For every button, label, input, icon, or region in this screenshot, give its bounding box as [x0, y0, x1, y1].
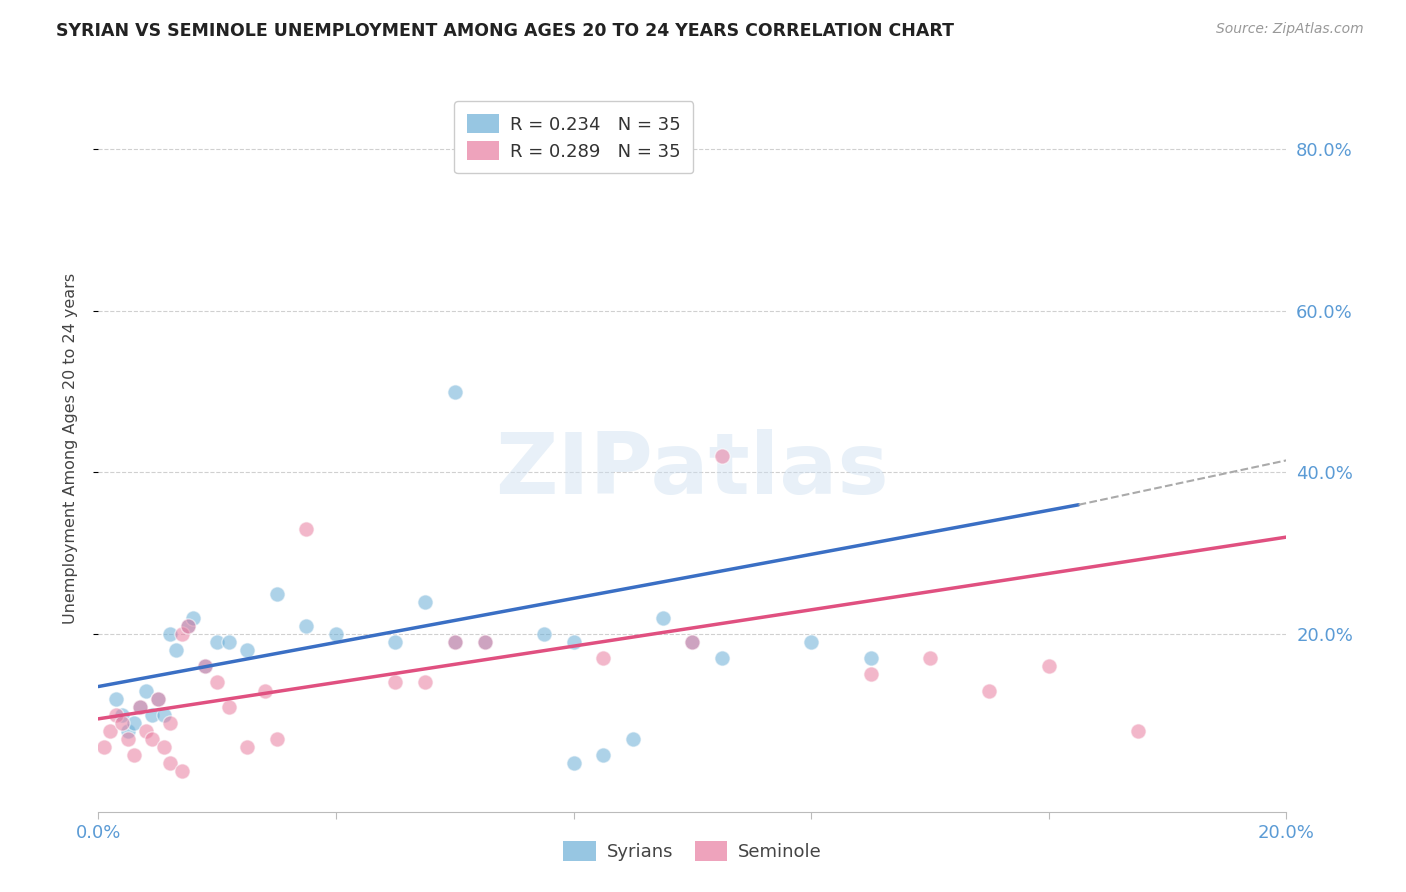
Point — [384, 635, 406, 649]
Point — [474, 635, 496, 649]
Point — [325, 627, 347, 641]
Point — [176, 619, 198, 633]
Point — [621, 731, 644, 746]
Text: SYRIAN VS SEMINOLE UNEMPLOYMENT AMONG AGES 20 TO 24 YEARS CORRELATION CHART: SYRIAN VS SEMINOLE UNEMPLOYMENT AMONG AG… — [56, 22, 955, 40]
Point — [218, 635, 240, 649]
Point — [236, 740, 259, 755]
Point — [111, 707, 134, 722]
Point — [443, 635, 465, 649]
Point — [207, 635, 229, 649]
Point — [129, 699, 152, 714]
Point — [651, 611, 673, 625]
Legend: Syrians, Seminole: Syrians, Seminole — [555, 834, 830, 868]
Point — [920, 651, 942, 665]
Point — [218, 699, 240, 714]
Point — [800, 635, 823, 649]
Point — [592, 651, 614, 665]
Point — [170, 627, 193, 641]
Point — [236, 643, 259, 657]
Point — [413, 595, 436, 609]
Point — [141, 707, 163, 722]
Point — [711, 651, 734, 665]
Point — [135, 723, 157, 738]
Y-axis label: Unemployment Among Ages 20 to 24 years: Unemployment Among Ages 20 to 24 years — [63, 273, 77, 624]
Point — [152, 707, 174, 722]
Point — [384, 675, 406, 690]
Point — [266, 587, 288, 601]
Point — [1038, 659, 1060, 673]
Point — [117, 723, 139, 738]
Point — [295, 619, 318, 633]
Point — [93, 740, 115, 755]
Point — [194, 659, 217, 673]
Point — [253, 683, 276, 698]
Point — [135, 683, 157, 698]
Point — [111, 715, 134, 730]
Point — [413, 675, 436, 690]
Point — [183, 611, 205, 625]
Point — [165, 643, 187, 657]
Point — [159, 715, 181, 730]
Point — [159, 756, 181, 771]
Point — [562, 635, 585, 649]
Point — [194, 659, 217, 673]
Point — [117, 731, 139, 746]
Point — [141, 731, 163, 746]
Point — [170, 764, 193, 779]
Point — [146, 691, 169, 706]
Text: Source: ZipAtlas.com: Source: ZipAtlas.com — [1216, 22, 1364, 37]
Point — [562, 756, 585, 771]
Point — [266, 731, 288, 746]
Point — [207, 675, 229, 690]
Point — [105, 707, 128, 722]
Text: ZIPatlas: ZIPatlas — [495, 428, 890, 511]
Point — [122, 715, 145, 730]
Point — [122, 748, 145, 763]
Point — [146, 691, 169, 706]
Point — [859, 651, 882, 665]
Point — [295, 522, 318, 536]
Point — [682, 635, 704, 649]
Point — [159, 627, 181, 641]
Point — [859, 667, 882, 681]
Point — [682, 635, 704, 649]
Point — [1126, 723, 1149, 738]
Point — [592, 748, 614, 763]
Point — [443, 635, 465, 649]
Point — [98, 723, 121, 738]
Point — [443, 384, 465, 399]
Point — [129, 699, 152, 714]
Point — [711, 450, 734, 464]
Point — [176, 619, 198, 633]
Point — [533, 627, 555, 641]
Point — [979, 683, 1001, 698]
Point — [152, 740, 174, 755]
Point — [105, 691, 128, 706]
Point — [474, 635, 496, 649]
